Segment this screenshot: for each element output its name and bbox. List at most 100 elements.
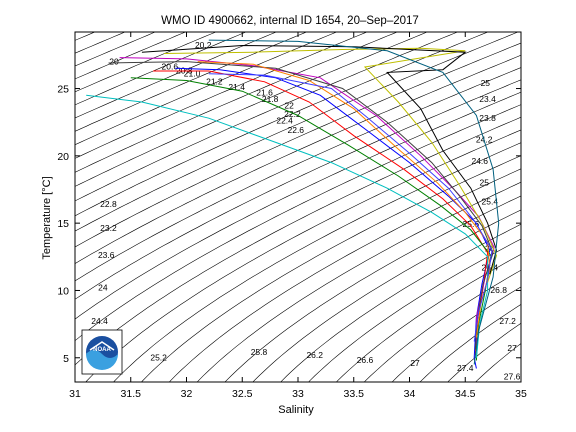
isopycnal-label: 21.6 (256, 87, 273, 97)
isopycnal-line (75, 32, 519, 232)
x-axis-label: Salinity (278, 404, 314, 416)
chart-title: WMO ID 4900662, internal ID 1654, 20–Sep… (161, 15, 419, 27)
x-tick-label: 31.5 (121, 388, 142, 400)
profile-line (108, 61, 494, 350)
isopycnal-label: 22.2 (284, 109, 301, 119)
x-tick-label: 34.5 (455, 388, 476, 400)
isopycnal-label: 25 (479, 177, 489, 187)
isopycnal-line (141, 155, 521, 382)
isopycnal-label: 26 (485, 243, 495, 253)
plot-area: 2020.220.620.821.021.221.421.621.82222.2… (57, 31, 527, 400)
isopycnal-label: 27.6 (504, 371, 521, 381)
isopycnal-line (75, 104, 521, 341)
isopycnal-line (75, 32, 156, 67)
isopycnal-label: 27.2 (499, 316, 516, 326)
isopycnal-label: 27 (410, 358, 420, 368)
isopycnal-line (419, 304, 521, 382)
profile-line (141, 44, 498, 275)
isopycnal-label: 26.2 (306, 350, 323, 360)
y-tick-label: 5 (63, 353, 69, 365)
isopycnal-label: 22.8 (100, 199, 117, 209)
isopycnal-label: 24.4 (91, 316, 108, 326)
isopycnal-label: 22 (284, 101, 294, 111)
isopycnal-line (447, 322, 521, 382)
x-tick-label: 32 (181, 388, 193, 400)
isopycnal-line (75, 91, 521, 320)
y-tick-label: 15 (57, 218, 69, 230)
isopycnal-label: 20.6 (162, 62, 179, 72)
isopycnal-label: 26.6 (357, 355, 374, 365)
isopycnal-label: 24.6 (471, 156, 488, 166)
isopycnal-label: 20 (109, 56, 119, 66)
density-contours (75, 32, 521, 382)
noaa-logo: NOAA (81, 329, 123, 375)
isopycnal-line (75, 32, 429, 187)
isopycnal-label: 23.8 (479, 113, 496, 123)
profile-line (130, 77, 492, 361)
isopycnal-line (363, 269, 521, 382)
isopycnal-line (280, 223, 521, 382)
isopycnal-label: 25.2 (150, 352, 167, 362)
isopycnal-line (75, 32, 277, 119)
profile-line (208, 73, 493, 342)
isopycnal-line (75, 42, 521, 248)
y-axis-label: Temperature [°C] (41, 176, 53, 259)
isopycnal-label: 22.4 (276, 116, 293, 126)
isopycnal-line (75, 32, 247, 106)
isopycnal-label: 27.4 (457, 363, 474, 373)
isopycnal-label: 27 (507, 343, 517, 353)
isopycnal-line (85, 129, 521, 382)
isopycnal-label: 22.6 (287, 125, 304, 135)
isopycnal-label: 21.2 (206, 77, 223, 87)
isopycnal-line (335, 254, 521, 382)
isopycnal-label: 21.8 (262, 94, 279, 104)
profile-line (86, 94, 489, 358)
isopycnal-line (475, 343, 521, 382)
isopycnal-label: 25.8 (251, 347, 268, 357)
isopycnal-label: 23.4 (479, 94, 496, 104)
isopycnal-line (75, 32, 398, 173)
isopycnal-label: 25.4 (482, 196, 499, 206)
isopycnal-label: 21.0 (184, 68, 201, 78)
isopycnal-line (75, 67, 521, 282)
isopycnal-line (113, 142, 521, 382)
y-tick-label: 25 (57, 84, 69, 96)
isopycnal-line (196, 181, 521, 382)
isopycnal-line (168, 168, 521, 382)
isopycnal-label: 23.6 (98, 250, 115, 260)
isopycnal-label: 25 (481, 78, 491, 88)
noaa-logo-text: NOAA (93, 347, 111, 353)
isopycnal-line (75, 32, 489, 217)
isopycnal-line (308, 238, 521, 382)
isopycnal-label: 21.4 (228, 82, 245, 92)
isopycnal-label: 20.2 (195, 40, 212, 50)
x-tick-label: 33 (292, 388, 304, 400)
isopycnal-line (75, 32, 459, 202)
isopycnal-label: 25.6 (463, 219, 480, 229)
isopycnal-line (75, 32, 368, 159)
isopycnal-line (391, 286, 521, 382)
x-tick-label: 34 (404, 388, 416, 400)
isopycnal-label: 24.2 (476, 134, 493, 144)
x-tick-label: 33.5 (344, 388, 365, 400)
envelope-curve (208, 39, 500, 365)
profile-line (119, 57, 495, 345)
profile-line (164, 47, 498, 283)
profile-series (86, 39, 500, 369)
isopycnal-label: 24 (98, 282, 108, 292)
isopycnal-line (75, 79, 521, 300)
x-tick-label: 31 (69, 388, 81, 400)
isopycnal-line (75, 116, 521, 366)
isopycnal-line (224, 195, 521, 382)
y-tick-label: 10 (57, 285, 69, 297)
y-tick-label: 20 (57, 151, 69, 163)
density-labels: 2020.220.620.821.021.221.421.621.82222.2… (91, 40, 520, 381)
isopycnal-line (75, 32, 338, 145)
isopycnal-label: 26.8 (490, 285, 507, 295)
isopycnal-line (75, 32, 217, 93)
isopycnal-line (75, 32, 126, 54)
x-tick-label: 35 (515, 388, 527, 400)
isopycnal-label: 23.2 (100, 223, 117, 233)
x-tick-label: 32.5 (232, 388, 253, 400)
